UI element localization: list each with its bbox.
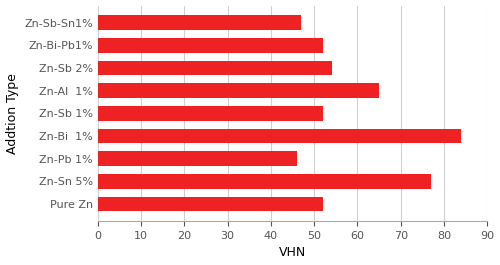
Y-axis label: Addtion Type: Addtion Type bbox=[6, 73, 18, 154]
Bar bbox=[98, 151, 297, 166]
Bar bbox=[98, 106, 323, 121]
Bar bbox=[98, 174, 431, 189]
Bar bbox=[98, 83, 379, 98]
X-axis label: VHN: VHN bbox=[279, 246, 306, 259]
Bar bbox=[98, 15, 301, 30]
Bar bbox=[98, 38, 323, 53]
Bar bbox=[98, 61, 332, 76]
Bar bbox=[98, 197, 323, 211]
Bar bbox=[98, 129, 462, 143]
